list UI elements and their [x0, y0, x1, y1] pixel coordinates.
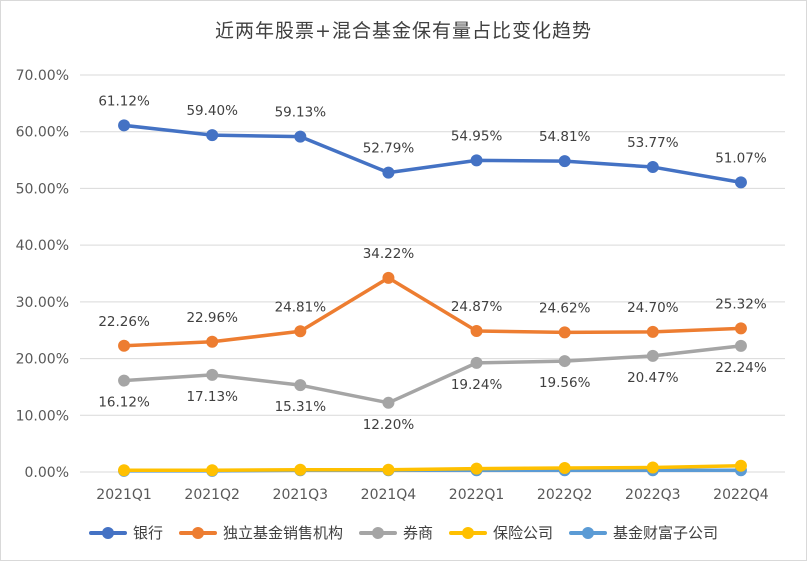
legend-entry: 保险公司 [449, 522, 553, 543]
legend-marker-icon [178, 526, 217, 539]
chart-title: 近两年股票+混合基金保有量占比变化趋势 [215, 20, 592, 42]
data-point [470, 324, 483, 337]
legend-label: 独立基金销售机构 [222, 524, 343, 542]
series-line [122, 123, 743, 185]
data-point [646, 161, 659, 174]
data-point [470, 356, 483, 369]
y-tick-label: 30.00% [16, 295, 69, 311]
y-tick-label: 40.00% [16, 238, 69, 254]
y-tick-label: 60.00% [16, 125, 69, 141]
data-label: 61.12% [98, 93, 150, 109]
chart-legend: 银行 独立基金销售机构 券商 保险公司 基金财富子公司 [0, 522, 807, 543]
data-label: 22.26% [98, 314, 150, 330]
y-tick-label: 20.00% [16, 352, 69, 368]
data-point [734, 459, 747, 472]
x-tick-label: 2021Q1 [96, 487, 152, 503]
data-point [558, 355, 571, 368]
data-point [470, 154, 483, 167]
data-point [118, 339, 131, 352]
data-label: 24.62% [539, 300, 591, 316]
series-line [122, 344, 743, 405]
data-point [382, 463, 395, 476]
data-label: 53.77% [627, 135, 679, 151]
data-label: 59.40% [186, 103, 238, 119]
data-label: 15.31% [275, 399, 327, 415]
data-point [734, 176, 747, 189]
data-label: 17.13% [186, 389, 238, 405]
data-point [382, 396, 395, 409]
legend-marker-icon [88, 526, 127, 539]
data-point [206, 464, 219, 477]
y-tick-label: 70.00% [16, 68, 69, 84]
data-label: 25.32% [715, 296, 767, 312]
data-point [558, 326, 571, 339]
series-line [122, 464, 743, 473]
data-point [646, 461, 659, 474]
x-tick-label: 2021Q3 [273, 487, 329, 503]
legend-entry: 基金财富子公司 [569, 522, 718, 543]
legend-entry: 券商 [358, 522, 433, 543]
data-label: 24.81% [275, 299, 327, 315]
data-point [470, 462, 483, 475]
legend-marker-icon [358, 526, 397, 539]
data-label: 19.56% [539, 375, 591, 391]
data-label: 54.95% [451, 128, 503, 144]
data-label: 52.79% [363, 141, 415, 157]
x-tick-label: 2022Q3 [625, 487, 681, 503]
data-point [294, 463, 307, 476]
legend-label: 基金财富子公司 [613, 524, 719, 542]
data-point [382, 271, 395, 284]
data-point [558, 462, 571, 475]
x-tick-label: 2022Q2 [537, 487, 593, 503]
data-point [294, 379, 307, 392]
data-label: 12.20% [363, 417, 415, 433]
data-point [118, 374, 131, 387]
data-label: 22.96% [186, 310, 238, 326]
legend-label: 银行 [132, 524, 163, 542]
data-point [734, 322, 747, 335]
legend-label: 券商 [402, 524, 433, 542]
y-tick-label: 0.00% [25, 465, 69, 481]
legend-entry: 独立基金销售机构 [178, 522, 343, 543]
legend-marker-icon [569, 526, 608, 539]
data-point [206, 129, 219, 142]
data-label: 54.81% [539, 129, 591, 145]
data-label: 24.70% [627, 300, 679, 316]
data-label: 16.12% [98, 395, 150, 411]
y-tick-label: 10.00% [16, 408, 69, 424]
x-tick-label: 2022Q4 [713, 487, 769, 503]
data-point [382, 166, 395, 179]
data-point [294, 130, 307, 143]
series-line [122, 276, 743, 348]
data-point [558, 155, 571, 168]
data-point [646, 349, 659, 362]
data-label: 19.24% [451, 377, 503, 393]
data-point [206, 368, 219, 381]
data-label: 24.87% [451, 299, 503, 315]
legend-label: 保险公司 [493, 524, 554, 542]
x-tick-label: 2021Q4 [361, 487, 417, 503]
data-point [734, 339, 747, 352]
data-point [118, 119, 131, 132]
legend-marker-icon [449, 526, 487, 539]
x-tick-label: 2022Q1 [449, 487, 505, 503]
data-label: 20.47% [627, 370, 679, 386]
x-tick-label: 2021Q2 [184, 487, 240, 503]
data-point [646, 325, 659, 338]
data-point [294, 325, 307, 338]
data-label: 59.13% [275, 105, 327, 121]
y-tick-label: 50.00% [16, 181, 69, 197]
legend-entry: 银行 [88, 522, 163, 543]
data-label: 22.24% [715, 360, 767, 376]
data-label: 34.22% [363, 246, 415, 262]
data-point [118, 464, 131, 477]
data-label: 51.07% [715, 150, 767, 166]
data-point [206, 335, 219, 348]
